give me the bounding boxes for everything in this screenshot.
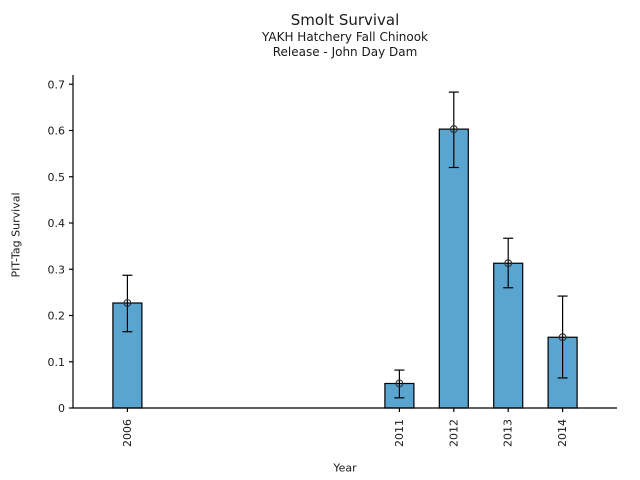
x-tick-label: 2014 bbox=[556, 419, 569, 447]
bar-2012 bbox=[438, 128, 469, 409]
y-tick-label: 0.7 bbox=[48, 78, 66, 91]
y-tick-label: 0.1 bbox=[48, 356, 66, 369]
point-marker-2011 bbox=[395, 379, 404, 388]
chart-subtitle-line2: Release - John Day Dam bbox=[272, 44, 418, 59]
y-tick-label: 0.6 bbox=[48, 125, 66, 138]
chart-subtitle-line1: YAKH Hatchery Fall Chinook bbox=[261, 30, 429, 44]
chart-title: Smolt Survival bbox=[290, 11, 400, 29]
y-tick-label: 0.3 bbox=[48, 263, 66, 276]
y-tick-label: 0.4 bbox=[48, 217, 66, 230]
point-marker-2006 bbox=[123, 299, 132, 307]
y-tick-label: 0 bbox=[58, 402, 65, 415]
y-tick-label: 0.2 bbox=[48, 310, 66, 323]
y-tick-label: 0.5 bbox=[48, 171, 66, 184]
point-marker-2013 bbox=[504, 259, 513, 268]
chart-title-block: Smolt Survival YAKH Hatchery Fall Chinoo… bbox=[262, 11, 428, 59]
x-axis-label: Year bbox=[333, 461, 357, 475]
point-marker-2012 bbox=[449, 125, 458, 134]
x-tick-label: 2012 bbox=[447, 419, 460, 447]
point-marker-2014 bbox=[558, 333, 567, 342]
x-tick-label: 2011 bbox=[393, 419, 406, 447]
x-tick-label: 2013 bbox=[502, 419, 515, 447]
x-tick-label: 2006 bbox=[121, 419, 134, 447]
